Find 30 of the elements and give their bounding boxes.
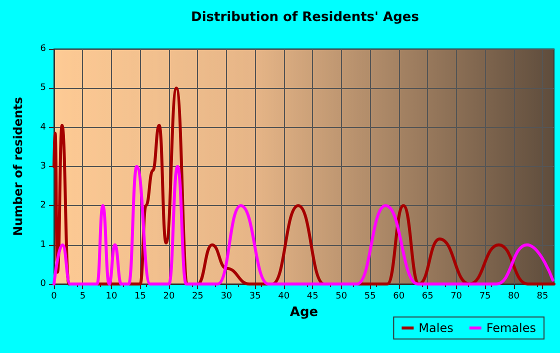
x-tick-label: 45 — [306, 292, 318, 302]
x-tick-label: 40 — [278, 292, 290, 302]
x-tick-label: 80 — [508, 292, 520, 302]
x-tick-label: 35 — [249, 292, 261, 302]
x-axis-title: Age — [290, 305, 318, 320]
x-tick-label: 55 — [364, 292, 376, 302]
y-tick-label: 6 — [40, 44, 46, 54]
x-tick-label: 50 — [336, 292, 348, 302]
x-tick-label: 65 — [422, 292, 434, 302]
chart-title: Distribution of Residents' Ages — [191, 10, 420, 25]
x-tick-label: 25 — [192, 292, 204, 302]
x-tick-label: 15 — [134, 292, 146, 302]
y-axis-title: Number of residents — [11, 96, 25, 236]
x-tick-label: 70 — [450, 292, 462, 302]
x-tick-label: 30 — [220, 292, 232, 302]
x-tick-label: 60 — [393, 292, 405, 302]
x-tick-label: 75 — [479, 292, 491, 302]
legend-label: Males — [418, 321, 454, 335]
y-tick-label: 1 — [40, 240, 46, 250]
x-tick-label: 5 — [80, 292, 86, 302]
y-tick-label: 5 — [40, 83, 46, 94]
y-tick-label: 3 — [40, 162, 46, 172]
x-tick-label: 10 — [106, 292, 118, 302]
y-tick-label: 0 — [40, 279, 46, 289]
x-tick-label: 20 — [163, 292, 175, 302]
x-tick-label: 0 — [51, 292, 58, 302]
legend-label: Females — [486, 321, 536, 335]
y-tick-label: 2 — [40, 200, 46, 211]
y-tick-label: 4 — [40, 122, 46, 132]
x-tick-label: 85 — [536, 292, 548, 302]
